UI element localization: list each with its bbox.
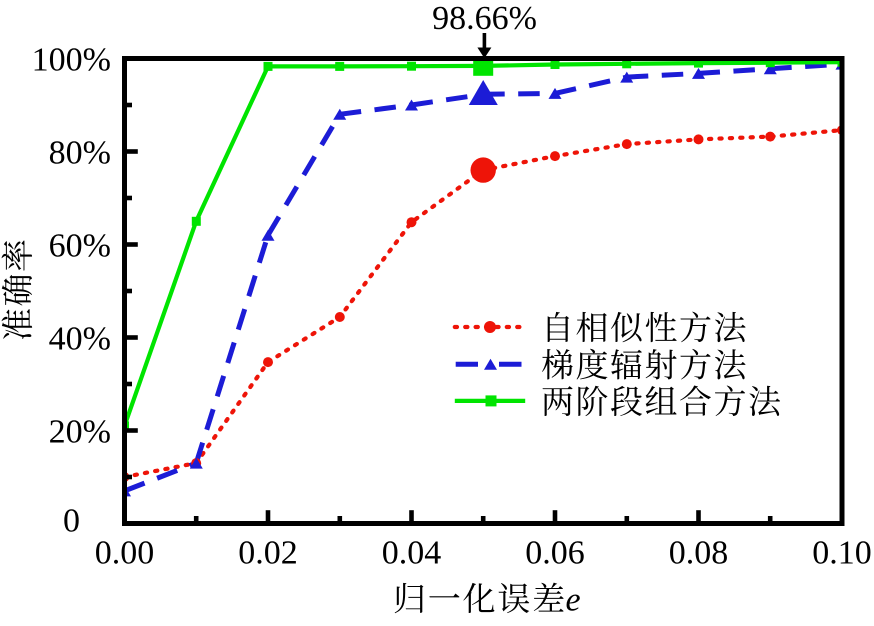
svg-text:20%: 20% <box>49 413 111 450</box>
svg-text:0.04: 0.04 <box>382 535 442 572</box>
svg-text:100%: 100% <box>32 41 111 78</box>
svg-text:80%: 80% <box>49 134 111 171</box>
svg-text:98.66%: 98.66% <box>432 0 537 37</box>
svg-text:60%: 60% <box>49 227 111 264</box>
svg-text:0.00: 0.00 <box>95 535 155 572</box>
svg-text:0.06: 0.06 <box>525 535 585 572</box>
svg-text:0.10: 0.10 <box>812 535 872 572</box>
svg-text:0.02: 0.02 <box>238 535 298 572</box>
svg-text:40%: 40% <box>49 320 111 357</box>
svg-text:e: e <box>566 582 581 619</box>
svg-text:0: 0 <box>63 503 80 540</box>
svg-text:0.08: 0.08 <box>669 535 729 572</box>
